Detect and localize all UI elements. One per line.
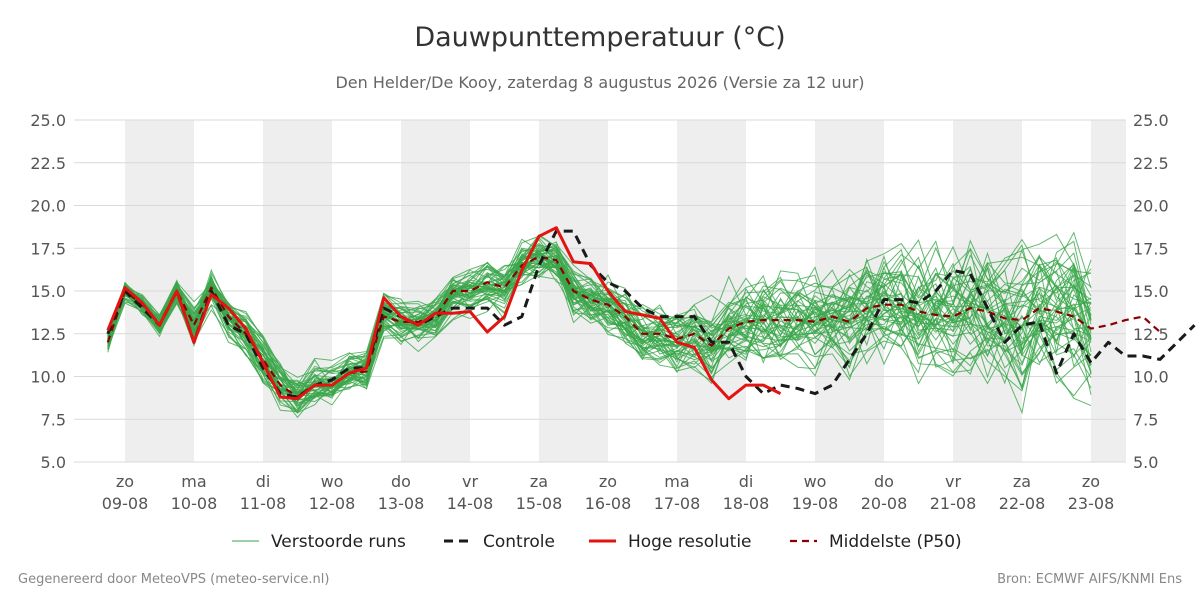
x-tick-day: do <box>874 472 894 491</box>
legend: Verstoorde runs Controle Hoge resolutie Mid… <box>232 532 962 552</box>
chart-title: Dauwpunttemperatuur (°C) <box>414 22 786 53</box>
x-tick-date: 19-08 <box>792 494 839 513</box>
x-tick-date: 12-08 <box>309 494 356 513</box>
ensemble-run-line <box>107 273 1092 395</box>
ensemble-run-line <box>107 254 1092 395</box>
legend-median-label: Middelste (P50) <box>829 532 962 552</box>
x-tick-day: di <box>739 472 754 491</box>
series-lines <box>106 226 1196 401</box>
y-tick-label-left: 25.0 <box>30 111 66 130</box>
y-tick-label-right: 12.5 <box>1133 325 1169 344</box>
legend-high-res: Hoge resolutie <box>589 532 752 552</box>
control-line <box>106 229 1196 399</box>
median-line <box>106 255 1161 399</box>
legend-median: Middelste (P50) <box>790 532 962 552</box>
x-tick-date: 10-08 <box>171 494 218 513</box>
ensemble-run-line <box>107 250 1092 392</box>
chart-subtitle: Den Helder/De Kooy, zaterdag 8 augustus … <box>335 73 865 92</box>
x-tick-day: wo <box>804 472 827 491</box>
legend-ensemble-label: Verstoorde runs <box>271 532 406 552</box>
x-tick-date: 21-08 <box>930 494 977 513</box>
y-tick-label-right: 7.5 <box>1133 410 1158 429</box>
x-tick-day: za <box>1013 472 1031 491</box>
x-tick-day: zo <box>1082 472 1100 491</box>
y-tick-label-right: 25.0 <box>1133 111 1169 130</box>
y-tick-label-left: 12.5 <box>30 325 66 344</box>
y-tick-label-right: 5.0 <box>1133 453 1158 472</box>
x-tick-date: 15-08 <box>516 494 563 513</box>
x-tick-date: 18-08 <box>723 494 770 513</box>
ensemble-run-line <box>107 240 1092 395</box>
y-tick-label-left: 15.0 <box>30 282 66 301</box>
legend-control-label: Controle <box>483 532 555 552</box>
x-tick-day: ma <box>181 472 206 491</box>
x-tick-day: zo <box>116 472 134 491</box>
y-tick-label-right: 20.0 <box>1133 197 1169 216</box>
x-tick-date: 13-08 <box>378 494 425 513</box>
y-tick-label-left: 17.5 <box>30 239 66 258</box>
ensemble-run-line <box>107 245 1092 388</box>
legend-control: Controle <box>444 532 555 552</box>
y-tick-label-right: 22.5 <box>1133 154 1169 173</box>
ensemble-run-line <box>107 236 1092 385</box>
x-tick-day: vr <box>462 472 478 491</box>
x-tick-day: di <box>256 472 271 491</box>
x-tick-date: 16-08 <box>585 494 632 513</box>
x-tick-date: 11-08 <box>240 494 287 513</box>
x-tick-day: zo <box>599 472 617 491</box>
x-tick-day: do <box>391 472 411 491</box>
legend-ensemble: Verstoorde runs <box>232 532 406 552</box>
ensemble-run-line <box>107 252 1092 389</box>
y-tick-label-right: 15.0 <box>1133 282 1169 301</box>
x-tick-day: wo <box>321 472 344 491</box>
y-tick-label-left: 20.0 <box>30 197 66 216</box>
ensemble-run-line <box>107 243 1092 393</box>
y-tick-label-right: 17.5 <box>1133 239 1169 258</box>
ensemble-run-line <box>107 241 1092 403</box>
y-tick-label-left: 5.0 <box>41 453 66 472</box>
high-res-line <box>106 226 782 401</box>
y-tick-labels: 5.0 5.0 7.5 7.5 10.0 10.0 12.5 12.5 15.0 15.0 17.5… <box>30 111 1168 472</box>
footer-generated-by: Gegenereerd door MeteoVPS (meteo-service… <box>18 572 330 587</box>
x-tick-labels: zo 09-08 ma 10-08 di 11-08 wo 12-08 do 13-08 vr 14-… <box>102 472 1115 513</box>
x-tick-date: 22-08 <box>999 494 1046 513</box>
x-tick-date: 23-08 <box>1068 494 1115 513</box>
y-tick-label-left: 7.5 <box>41 410 66 429</box>
x-tick-date: 09-08 <box>102 494 149 513</box>
y-tick-label-left: 22.5 <box>30 154 66 173</box>
x-tick-date: 20-08 <box>861 494 908 513</box>
y-tick-label-left: 10.0 <box>30 368 66 387</box>
grid-lines <box>74 119 1126 463</box>
x-tick-day: za <box>530 472 548 491</box>
x-tick-date: 17-08 <box>654 494 701 513</box>
y-tick-label-right: 10.0 <box>1133 368 1169 387</box>
x-tick-day: ma <box>664 472 689 491</box>
footer-source: Bron: ECMWF AIFS/KNMI Ens <box>997 572 1182 587</box>
x-tick-date: 14-08 <box>447 494 494 513</box>
legend-high-res-label: Hoge resolutie <box>628 532 752 552</box>
x-tick-day: vr <box>945 472 961 491</box>
